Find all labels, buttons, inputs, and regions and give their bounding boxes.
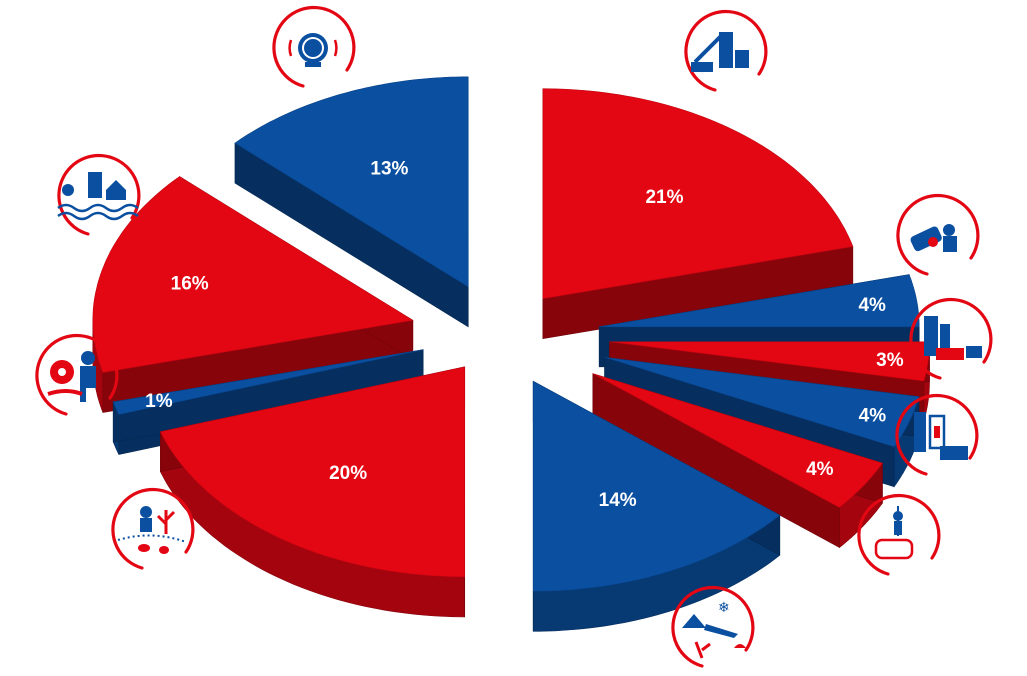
- elevator-emergency-icon: [895, 393, 979, 476]
- pie-slice-top: [542, 88, 854, 300]
- aerial-ladder-rescue-icon: [684, 9, 768, 92]
- slice-label: 20%: [329, 463, 367, 484]
- slice-labels: 13% 21% 16% 4% 3% 1% 4% 4% 20% 14%: [145, 158, 904, 511]
- pie-slice: [234, 76, 469, 328]
- slice-label: 4%: [858, 295, 886, 316]
- alarm-bell-icon: [272, 5, 356, 88]
- slice-label: 4%: [859, 405, 887, 426]
- ice-water-rescue-icon: ❄: [671, 585, 755, 668]
- environmental-pollution-icon: [111, 487, 195, 570]
- svg-text:❄: ❄: [718, 600, 730, 616]
- pie-slice: [542, 88, 854, 340]
- slice-label: 13%: [370, 158, 408, 179]
- overturned-car-rescue-icon: [896, 193, 980, 276]
- pie-slice: [532, 380, 781, 632]
- slice-label: 21%: [645, 187, 683, 208]
- pie-slice-top: [159, 366, 466, 578]
- building-fire-engine-ambulance-icon: [909, 297, 993, 380]
- category-icons: ❄: [35, 5, 993, 668]
- pie-slice-top: [532, 380, 781, 592]
- slice-label: 16%: [171, 274, 209, 295]
- slice-label: 1%: [145, 391, 173, 412]
- flood-rescue-icon: [57, 153, 141, 236]
- slice-label: 14%: [599, 490, 637, 511]
- pie-slice: [592, 373, 883, 549]
- pie-slice-top: [234, 76, 469, 288]
- animal-rescue-icon: [857, 493, 941, 576]
- slice-label: 4%: [806, 459, 834, 480]
- hazmat-biohazard-icon: [35, 333, 119, 416]
- pie-slice-top: [112, 349, 424, 415]
- pie-slice-top: [592, 373, 883, 508]
- pie-slice-top: [599, 274, 920, 328]
- pie-slice: [159, 366, 466, 618]
- pie-slice: [92, 176, 414, 413]
- pie-slice-top: [604, 357, 920, 448]
- slice-label: 3%: [876, 350, 904, 371]
- pie-slices: [92, 76, 930, 632]
